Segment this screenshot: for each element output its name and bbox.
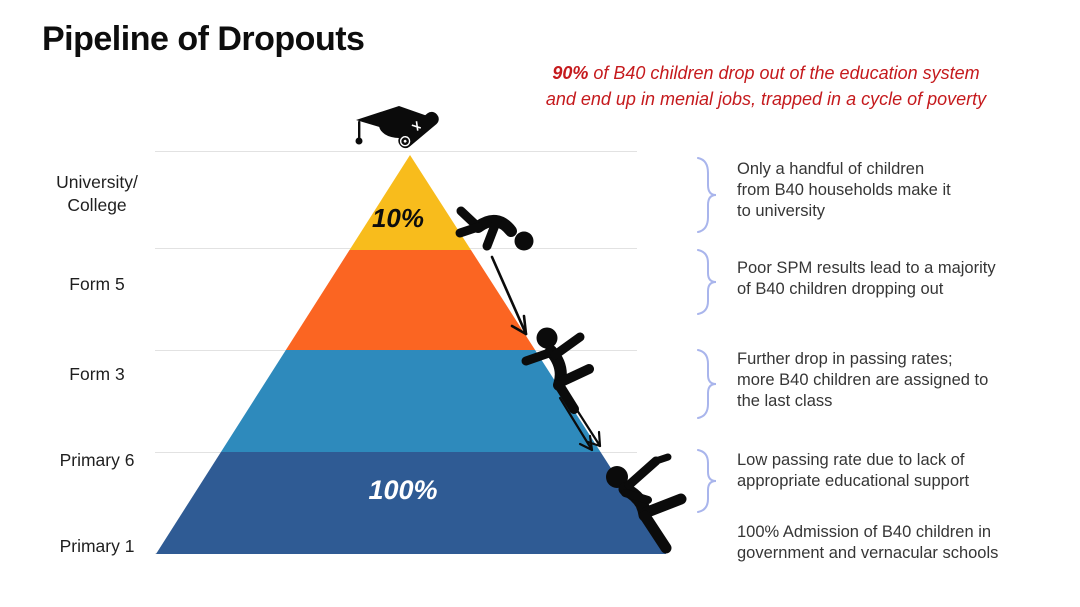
page-title: Pipeline of Dropouts — [42, 20, 365, 58]
level-label-form3: Form 3 — [69, 364, 125, 384]
brace-university — [697, 157, 717, 233]
level-label-primary6: Primary 6 — [59, 450, 135, 470]
level-label-primary1: Primary 1 — [59, 536, 135, 556]
tagline-line1: 90% of B40 children drop out of the educ… — [552, 63, 980, 83]
gridline-university — [155, 151, 637, 152]
falling-person-icon — [455, 206, 534, 251]
brace-form3 — [697, 349, 717, 419]
double-down-arrow-icon — [558, 394, 602, 452]
falling-person-icon — [606, 453, 687, 554]
pyramid-band-university — [156, 155, 666, 250]
falling-person-icon — [521, 327, 594, 414]
annotation-form3: Further drop in passing rates; more B40 … — [737, 350, 989, 410]
brace-form5 — [697, 249, 717, 315]
tagline-line2: and end up in menial jobs, trapped in a … — [545, 89, 987, 110]
tagline: 90% of B40 children drop out of the educ… — [458, 60, 1074, 112]
annotation-university: Only a handful of children from B40 hous… — [737, 160, 951, 220]
tagline-highlight: 90% — [552, 63, 589, 83]
brace-primary6 — [697, 449, 717, 513]
level-label-university: University/ College — [56, 172, 138, 215]
annotation-form5: Poor SPM results lead to a majority of B… — [737, 259, 996, 298]
pyramid-bottom-value: 100% — [368, 475, 438, 505]
annotation-primary1: 100% Admission of B40 children in govern… — [737, 523, 999, 562]
pyramid-band-primary — [156, 452, 666, 554]
annotation-primary6: Low passing rate due to lack of appropri… — [737, 451, 970, 490]
pyramid-top-value: 10% — [371, 203, 425, 233]
diploma-scroll-icon — [398, 111, 439, 149]
graduation-cap-icon — [355, 106, 439, 149]
level-label-form5: Form 5 — [69, 274, 125, 294]
down-arrow-icon — [490, 255, 528, 336]
